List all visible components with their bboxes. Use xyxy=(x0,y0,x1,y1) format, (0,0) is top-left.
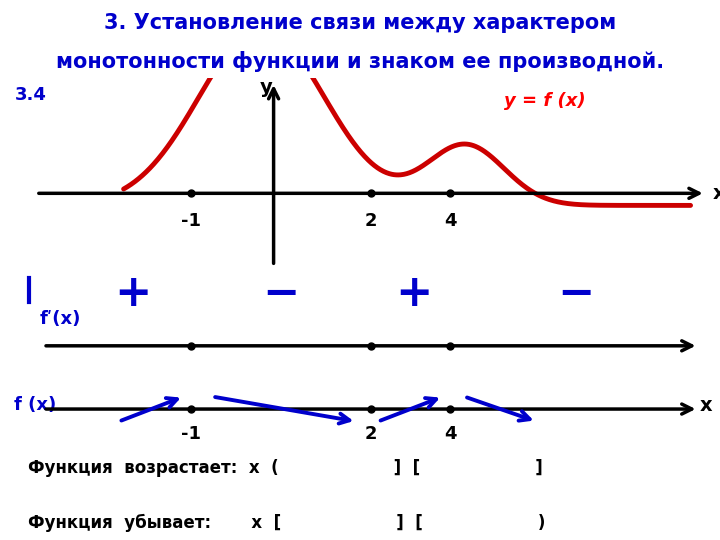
Text: fʹ(x): fʹ(x) xyxy=(40,310,81,328)
Text: 3.4: 3.4 xyxy=(14,86,46,104)
Text: 4: 4 xyxy=(444,212,456,231)
Text: Функция  убывает:       х  [                    ]  [                    ): Функция убывает: х [ ] [ ) xyxy=(28,514,546,531)
Text: +: + xyxy=(114,272,152,315)
Text: y: y xyxy=(260,78,273,97)
Text: -1: -1 xyxy=(181,425,201,443)
Text: Функция  возрастает:  х  (                    ]  [                    ]: Функция возрастает: х ( ] [ ] xyxy=(28,460,543,477)
Text: 4: 4 xyxy=(444,425,456,443)
Text: −: − xyxy=(262,272,300,315)
Text: y = f (x): y = f (x) xyxy=(504,92,585,110)
Text: f (x): f (x) xyxy=(14,396,57,414)
Text: +: + xyxy=(395,272,433,315)
Text: монотонности функции и знаком ее производной.: монотонности функции и знаком ее произво… xyxy=(56,51,664,72)
Text: x: x xyxy=(700,396,713,415)
Text: −: − xyxy=(557,272,595,315)
Text: x: x xyxy=(713,184,720,203)
Text: 2: 2 xyxy=(364,425,377,443)
Text: -1: -1 xyxy=(181,212,201,231)
Text: 2: 2 xyxy=(364,212,377,231)
Text: 3. Установление связи между характером: 3. Установление связи между характером xyxy=(104,14,616,33)
